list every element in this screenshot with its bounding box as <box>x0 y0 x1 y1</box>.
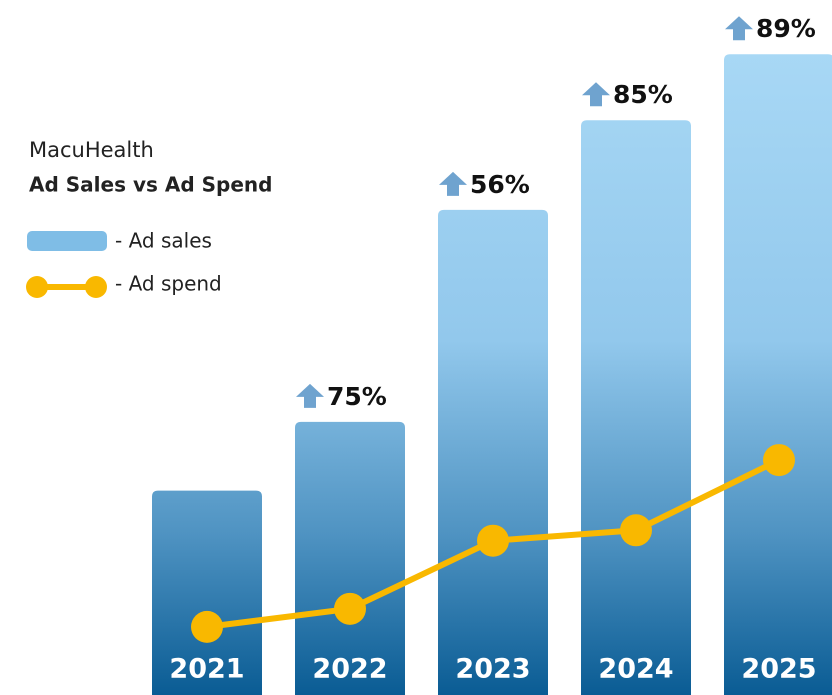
growth-arrow <box>439 171 467 196</box>
bar <box>581 120 691 695</box>
legend-dot <box>26 276 48 298</box>
line-point <box>763 444 795 477</box>
growth-label: 89% <box>756 14 816 43</box>
legend-label: - Ad spend <box>115 272 222 296</box>
x-tick-label: 2025 <box>741 654 816 685</box>
x-tick-label: 2021 <box>169 654 244 685</box>
growth-label: 75% <box>327 382 387 411</box>
growth-label: 56% <box>470 170 530 199</box>
bar <box>295 421 405 695</box>
line-point <box>191 610 223 643</box>
line-point <box>620 514 652 547</box>
chart-title: MacuHealth <box>29 138 154 162</box>
growth-arrow <box>296 383 324 408</box>
x-tick-label: 2022 <box>312 654 387 685</box>
bar <box>152 490 262 695</box>
growth-arrow <box>725 16 753 41</box>
bar <box>724 54 832 695</box>
line-point <box>334 592 366 625</box>
legend-label: - Ad sales <box>115 229 212 253</box>
growth-arrow <box>582 82 610 107</box>
line-point <box>477 524 509 557</box>
bar <box>438 209 548 695</box>
legend-swatch <box>26 276 107 298</box>
legend-dot <box>85 276 107 298</box>
x-tick-label: 2023 <box>455 654 530 685</box>
growth-label: 85% <box>613 80 673 109</box>
legend-swatch <box>27 231 107 251</box>
x-tick-label: 2024 <box>598 654 673 685</box>
chart-subtitle: Ad Sales vs Ad Spend <box>29 173 272 197</box>
